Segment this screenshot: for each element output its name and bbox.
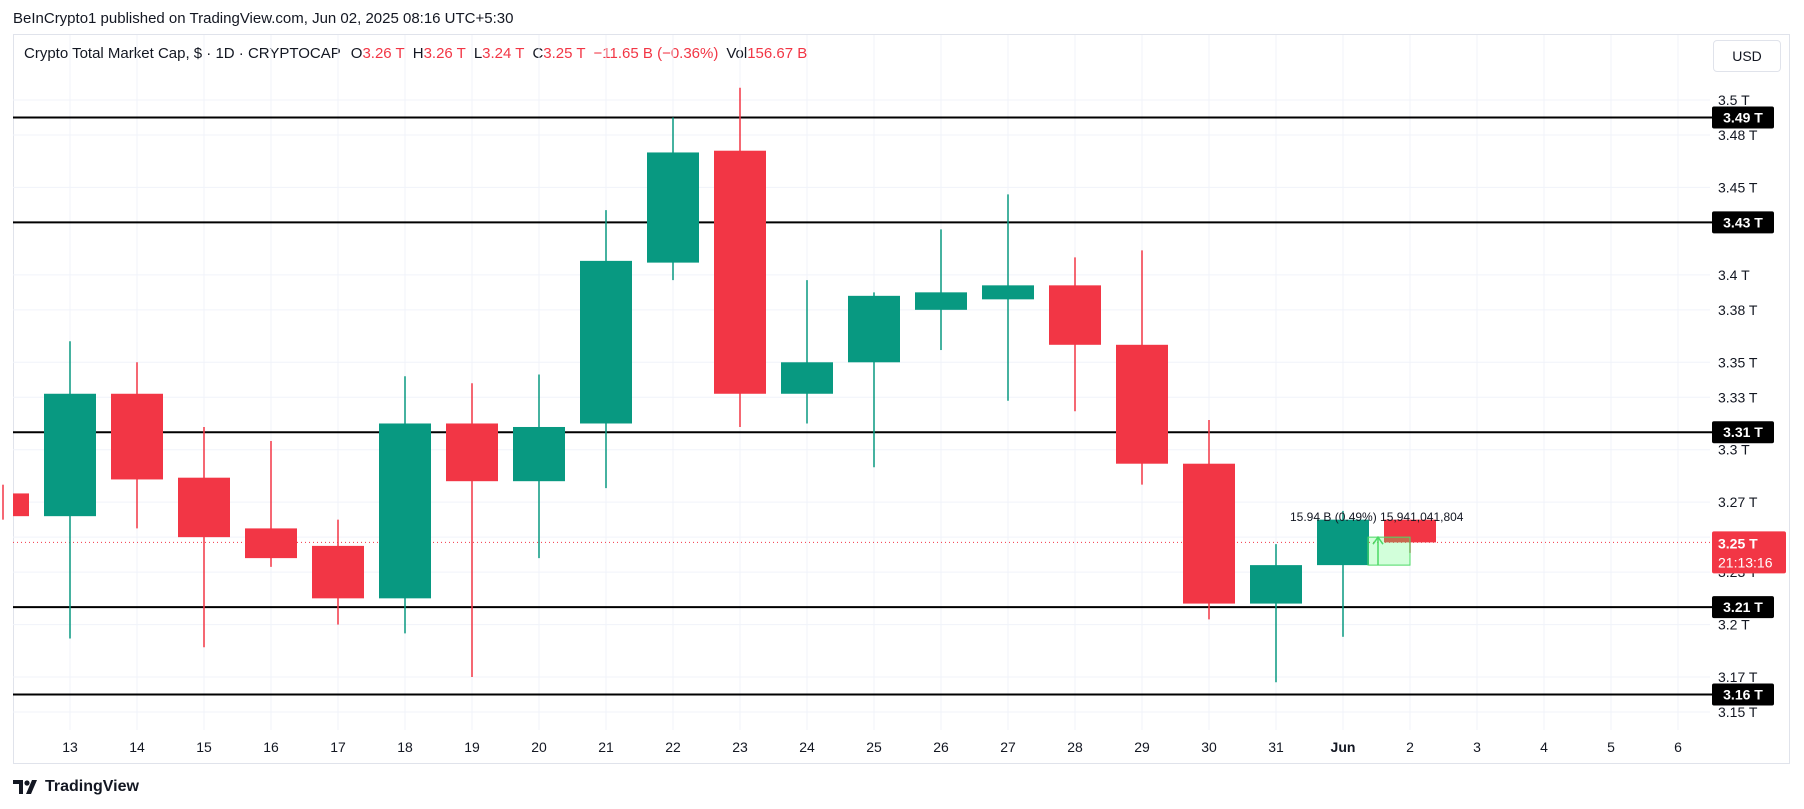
y-tick-label: 3.4 T bbox=[1718, 267, 1750, 283]
legend-symbol[interactable]: Crypto Total Market Cap, $ · 1D · CRYPTO… bbox=[24, 45, 341, 62]
candle-body bbox=[1317, 519, 1369, 566]
candle-body bbox=[13, 493, 29, 517]
y-tick-label: 3.17 T bbox=[1718, 669, 1758, 685]
legend-high-value: 3.26 T bbox=[423, 45, 466, 62]
level-label: 3.21 T bbox=[1723, 599, 1763, 615]
candle-body bbox=[647, 152, 699, 263]
measure-arrowhead bbox=[1372, 535, 1384, 545]
x-tick-label: 30 bbox=[1201, 739, 1217, 755]
candle-body bbox=[714, 150, 766, 394]
candle-body bbox=[245, 528, 297, 559]
tradingview-logo-icon bbox=[13, 780, 37, 794]
legend-low-label: L bbox=[473, 45, 483, 62]
y-tick-label: 3.2 T bbox=[1718, 617, 1750, 633]
x-tick-label: 19 bbox=[464, 739, 480, 755]
measure-label: 15.94 B (0.49%) 15,941,041,804 bbox=[1290, 510, 1464, 524]
x-tick-label: 5 bbox=[1607, 739, 1615, 755]
candle-body bbox=[915, 292, 967, 310]
y-tick-label: 3.15 T bbox=[1718, 704, 1758, 720]
x-tick-label: 23 bbox=[732, 739, 748, 755]
level-badge bbox=[1712, 211, 1774, 234]
legend-open-label: O bbox=[350, 45, 363, 62]
grid-lines bbox=[13, 35, 1710, 730]
currency-button[interactable]: USD bbox=[1713, 40, 1781, 72]
x-tick-label: 20 bbox=[531, 739, 547, 755]
y-tick-label: 3.45 T bbox=[1718, 179, 1758, 195]
candle-body bbox=[1116, 344, 1168, 464]
tradingview-brand: TradingView bbox=[45, 778, 139, 795]
level-badge bbox=[1712, 106, 1774, 129]
current-price-label: 3.25 T bbox=[1718, 535, 1758, 551]
x-tick-label: 25 bbox=[866, 739, 882, 755]
x-tick-label: Jun bbox=[1331, 739, 1356, 755]
y-tick-label: 3.48 T bbox=[1718, 127, 1758, 143]
price-range-measure: 15.94 B (0.49%) 15,941,041,804 bbox=[1290, 510, 1464, 566]
y-tick-label: 3.38 T bbox=[1718, 302, 1758, 318]
level-badge bbox=[1712, 683, 1774, 706]
legend-close-label: C bbox=[532, 45, 544, 62]
candle-body bbox=[848, 295, 900, 363]
x-tick-label: 29 bbox=[1134, 739, 1150, 755]
y-tick-label: 3.27 T bbox=[1718, 494, 1758, 510]
current-price-badge bbox=[1712, 531, 1786, 574]
x-tick-label: 15 bbox=[196, 739, 212, 755]
legend-low-value: 3.24 T bbox=[482, 45, 525, 62]
x-tick-label: 31 bbox=[1268, 739, 1284, 755]
level-label: 3.16 T bbox=[1723, 687, 1763, 703]
candle-body bbox=[982, 285, 1034, 300]
legend-volume-label: Vol bbox=[726, 45, 748, 62]
x-tick-label: 16 bbox=[263, 739, 279, 755]
x-tick-label: 4 bbox=[1540, 739, 1548, 755]
y-tick-label: 3.35 T bbox=[1718, 354, 1758, 370]
y-tick-label: 3.33 T bbox=[1718, 389, 1758, 405]
y-tick-label: 3.3 T bbox=[1718, 442, 1750, 458]
legend-high-label: H bbox=[412, 45, 424, 62]
legend-change: −11.65 B (−0.36%) bbox=[593, 45, 719, 62]
y-tick-label: 3.5 T bbox=[1718, 92, 1750, 108]
candle-body bbox=[1049, 285, 1101, 345]
level-label: 3.31 T bbox=[1723, 424, 1763, 440]
countdown-label: 21:13:16 bbox=[1718, 554, 1773, 570]
legend-open-value: 3.26 T bbox=[362, 45, 405, 62]
x-tick-label: 3 bbox=[1473, 739, 1481, 755]
chart-frame bbox=[13, 34, 1790, 764]
candle-body bbox=[379, 423, 431, 599]
candle-body bbox=[580, 260, 632, 424]
x-tick-label: 13 bbox=[62, 739, 78, 755]
x-tick-label: 2 bbox=[1406, 739, 1414, 755]
candle-body bbox=[178, 477, 230, 538]
candle-body bbox=[1250, 565, 1302, 604]
candle-body bbox=[111, 393, 163, 480]
x-tick-label: 26 bbox=[933, 739, 949, 755]
price-axis: 3.15 T3.17 T3.2 T3.23 T3.25 T3.27 T3.3 T… bbox=[1712, 92, 1786, 720]
tradingview-footer[interactable]: TradingView bbox=[13, 778, 139, 796]
level-badge bbox=[1712, 421, 1774, 444]
x-tick-label: 21 bbox=[598, 739, 614, 755]
x-tick-label: 24 bbox=[799, 739, 815, 755]
candle-body bbox=[312, 545, 364, 599]
candle-body bbox=[781, 362, 833, 394]
level-label: 3.49 T bbox=[1723, 109, 1763, 125]
candle-body bbox=[1183, 463, 1235, 604]
level-badge bbox=[1712, 596, 1774, 619]
ohlc-legend: Crypto Total Market Cap, $ · 1D · CRYPTO… bbox=[24, 45, 815, 62]
time-axis: 13 14 15 16 17 18 19 20 21 22 23 24 25 26 27 28 29 30 31 Ju… bbox=[62, 739, 1682, 755]
legend-close-value: 3.25 T bbox=[543, 45, 586, 62]
x-tick-label: 17 bbox=[330, 739, 346, 755]
publisher-line: BeInCrypto1 published on TradingView.com… bbox=[13, 10, 514, 27]
level-label: 3.43 T bbox=[1723, 214, 1763, 230]
candle-body bbox=[446, 423, 498, 482]
legend-volume-value: 156.67 B bbox=[747, 45, 808, 62]
candle-body bbox=[44, 393, 96, 517]
x-tick-label: 22 bbox=[665, 739, 681, 755]
x-tick-label: 14 bbox=[129, 739, 145, 755]
x-tick-label: 18 bbox=[397, 739, 413, 755]
candle-body bbox=[513, 426, 565, 482]
x-tick-label: 28 bbox=[1067, 739, 1083, 755]
candles bbox=[2, 87, 1436, 683]
support-resistance-levels bbox=[13, 116, 1712, 696]
x-tick-label: 6 bbox=[1674, 739, 1682, 755]
x-tick-label: 27 bbox=[1000, 739, 1016, 755]
